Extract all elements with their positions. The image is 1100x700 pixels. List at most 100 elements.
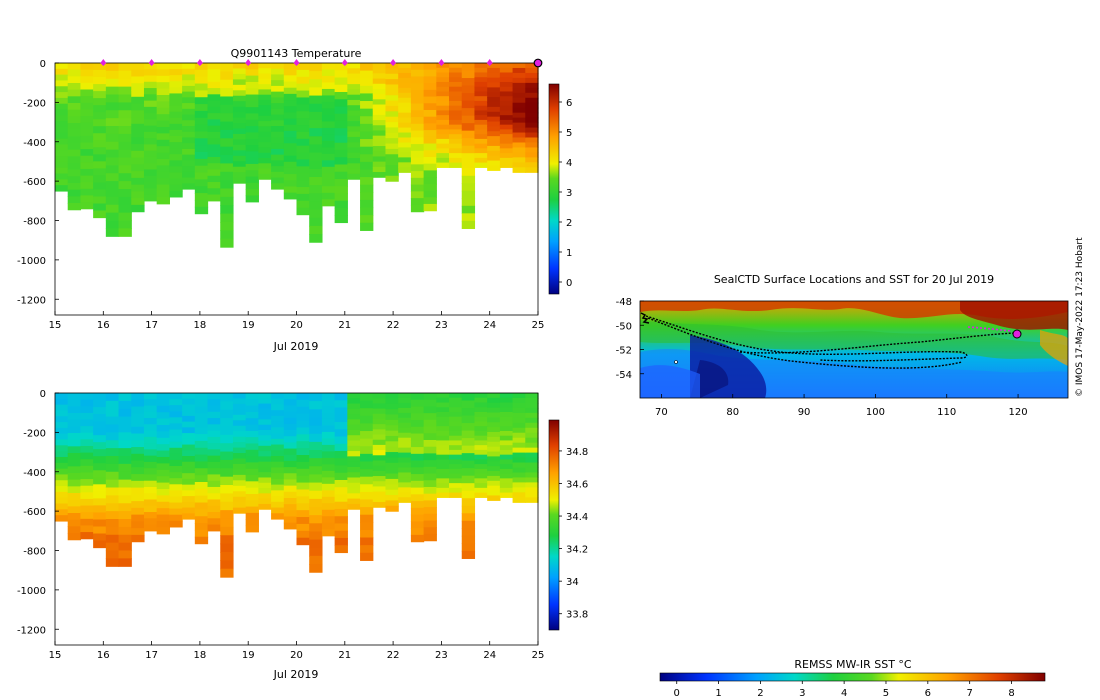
profile-cell <box>156 75 170 83</box>
profile-cell <box>194 83 209 91</box>
y-tick-label: -400 <box>23 468 46 479</box>
profile-cell <box>334 530 348 539</box>
profile-cell <box>118 157 132 166</box>
profile-cell <box>220 196 234 206</box>
profile-cell <box>67 123 82 131</box>
profile-cell <box>182 444 196 451</box>
profile-cell <box>334 207 348 216</box>
profile-cell <box>525 122 539 129</box>
profile-cell <box>283 186 298 194</box>
profile-cell <box>93 442 107 450</box>
profile-cell <box>80 168 94 177</box>
profile-cell <box>207 106 221 114</box>
profile-cell <box>449 105 463 112</box>
profile-cell <box>436 115 450 121</box>
profile-cell <box>194 199 209 208</box>
profile-cell <box>194 145 209 153</box>
profile-cell <box>334 178 348 187</box>
profile-cell <box>372 161 387 168</box>
profile-cell <box>372 398 387 404</box>
profile-cell <box>410 198 425 206</box>
profile-cell <box>118 393 132 402</box>
profile-cell <box>474 148 488 154</box>
profile-cell <box>118 141 132 151</box>
profile-cell <box>436 454 450 460</box>
x-tick-label: 120 <box>1009 407 1028 418</box>
profile-cell <box>80 525 94 533</box>
profile-cell <box>410 514 425 522</box>
profile-cell <box>67 479 82 487</box>
profile-cell <box>410 69 425 78</box>
profile-cell <box>207 69 221 77</box>
y-tick-label: -1200 <box>17 625 46 636</box>
profile-cell <box>309 555 323 565</box>
profile-cell <box>169 429 183 437</box>
profile-cell <box>410 184 425 192</box>
profile-cell <box>258 68 272 75</box>
profile-cell <box>143 430 158 438</box>
profile-cell <box>118 220 132 229</box>
x-tick-label: 90 <box>798 407 811 418</box>
profile-cell <box>372 429 387 436</box>
profile-cell <box>271 433 285 440</box>
profile-cell <box>156 463 170 471</box>
colorbar-tick-label: 1 <box>566 248 572 259</box>
profile-cell <box>423 116 437 124</box>
profile-cell <box>512 432 526 439</box>
profile-cell <box>487 412 501 418</box>
profile-cell <box>143 194 158 202</box>
profile-cell <box>258 498 272 505</box>
x-tick-label: 15 <box>49 650 62 661</box>
profile-cell <box>487 436 501 443</box>
profile-cell <box>410 63 425 71</box>
profile-cell <box>296 63 310 71</box>
profile-cell <box>220 129 234 139</box>
profile-cell <box>207 156 221 164</box>
seal-current-position-marker <box>1012 329 1022 339</box>
profile-cell <box>232 101 247 108</box>
profile-cell <box>93 533 107 542</box>
profile-cell <box>499 72 514 78</box>
profile-cell <box>271 415 285 423</box>
profile-cell <box>194 152 209 160</box>
profile-cell <box>156 120 170 128</box>
x-tick-label: 16 <box>97 320 110 331</box>
profile-cell <box>436 91 450 97</box>
profile-cell <box>245 126 259 133</box>
profile-cell <box>283 497 298 505</box>
profile-cell <box>474 478 488 484</box>
profile-cell <box>283 63 298 70</box>
profile-cell <box>296 131 310 140</box>
profile-cell <box>372 68 387 74</box>
profile-cell <box>207 194 221 202</box>
profile-cell <box>118 149 132 159</box>
profile-cell <box>232 128 247 135</box>
profile-cell <box>105 102 120 111</box>
profile-cell <box>423 520 437 528</box>
profile-cell <box>321 490 336 498</box>
profile-cell <box>118 110 132 119</box>
profile-cell <box>398 67 412 74</box>
profile-cell <box>512 102 526 109</box>
profile-cell <box>334 508 348 517</box>
profile-cell <box>499 445 514 451</box>
profile-cell <box>423 507 437 515</box>
profile-cell <box>169 160 183 168</box>
profile-cell <box>283 143 298 151</box>
profile-cell <box>296 468 310 477</box>
profile-cell <box>131 130 145 138</box>
profile-cell <box>474 492 488 498</box>
profile-cell <box>55 179 69 186</box>
profile-cell <box>67 433 82 441</box>
profile-cell <box>93 414 107 422</box>
profile-cell <box>449 138 463 145</box>
profile-cell <box>283 405 298 413</box>
profile-cell <box>372 470 387 477</box>
profile-cell <box>283 460 298 468</box>
profile-cell <box>461 498 476 507</box>
profile-cell <box>423 183 437 192</box>
profile-cell <box>385 165 399 171</box>
profile-cell <box>67 169 82 177</box>
profile-cell <box>321 199 336 207</box>
profile-cell <box>232 166 247 173</box>
